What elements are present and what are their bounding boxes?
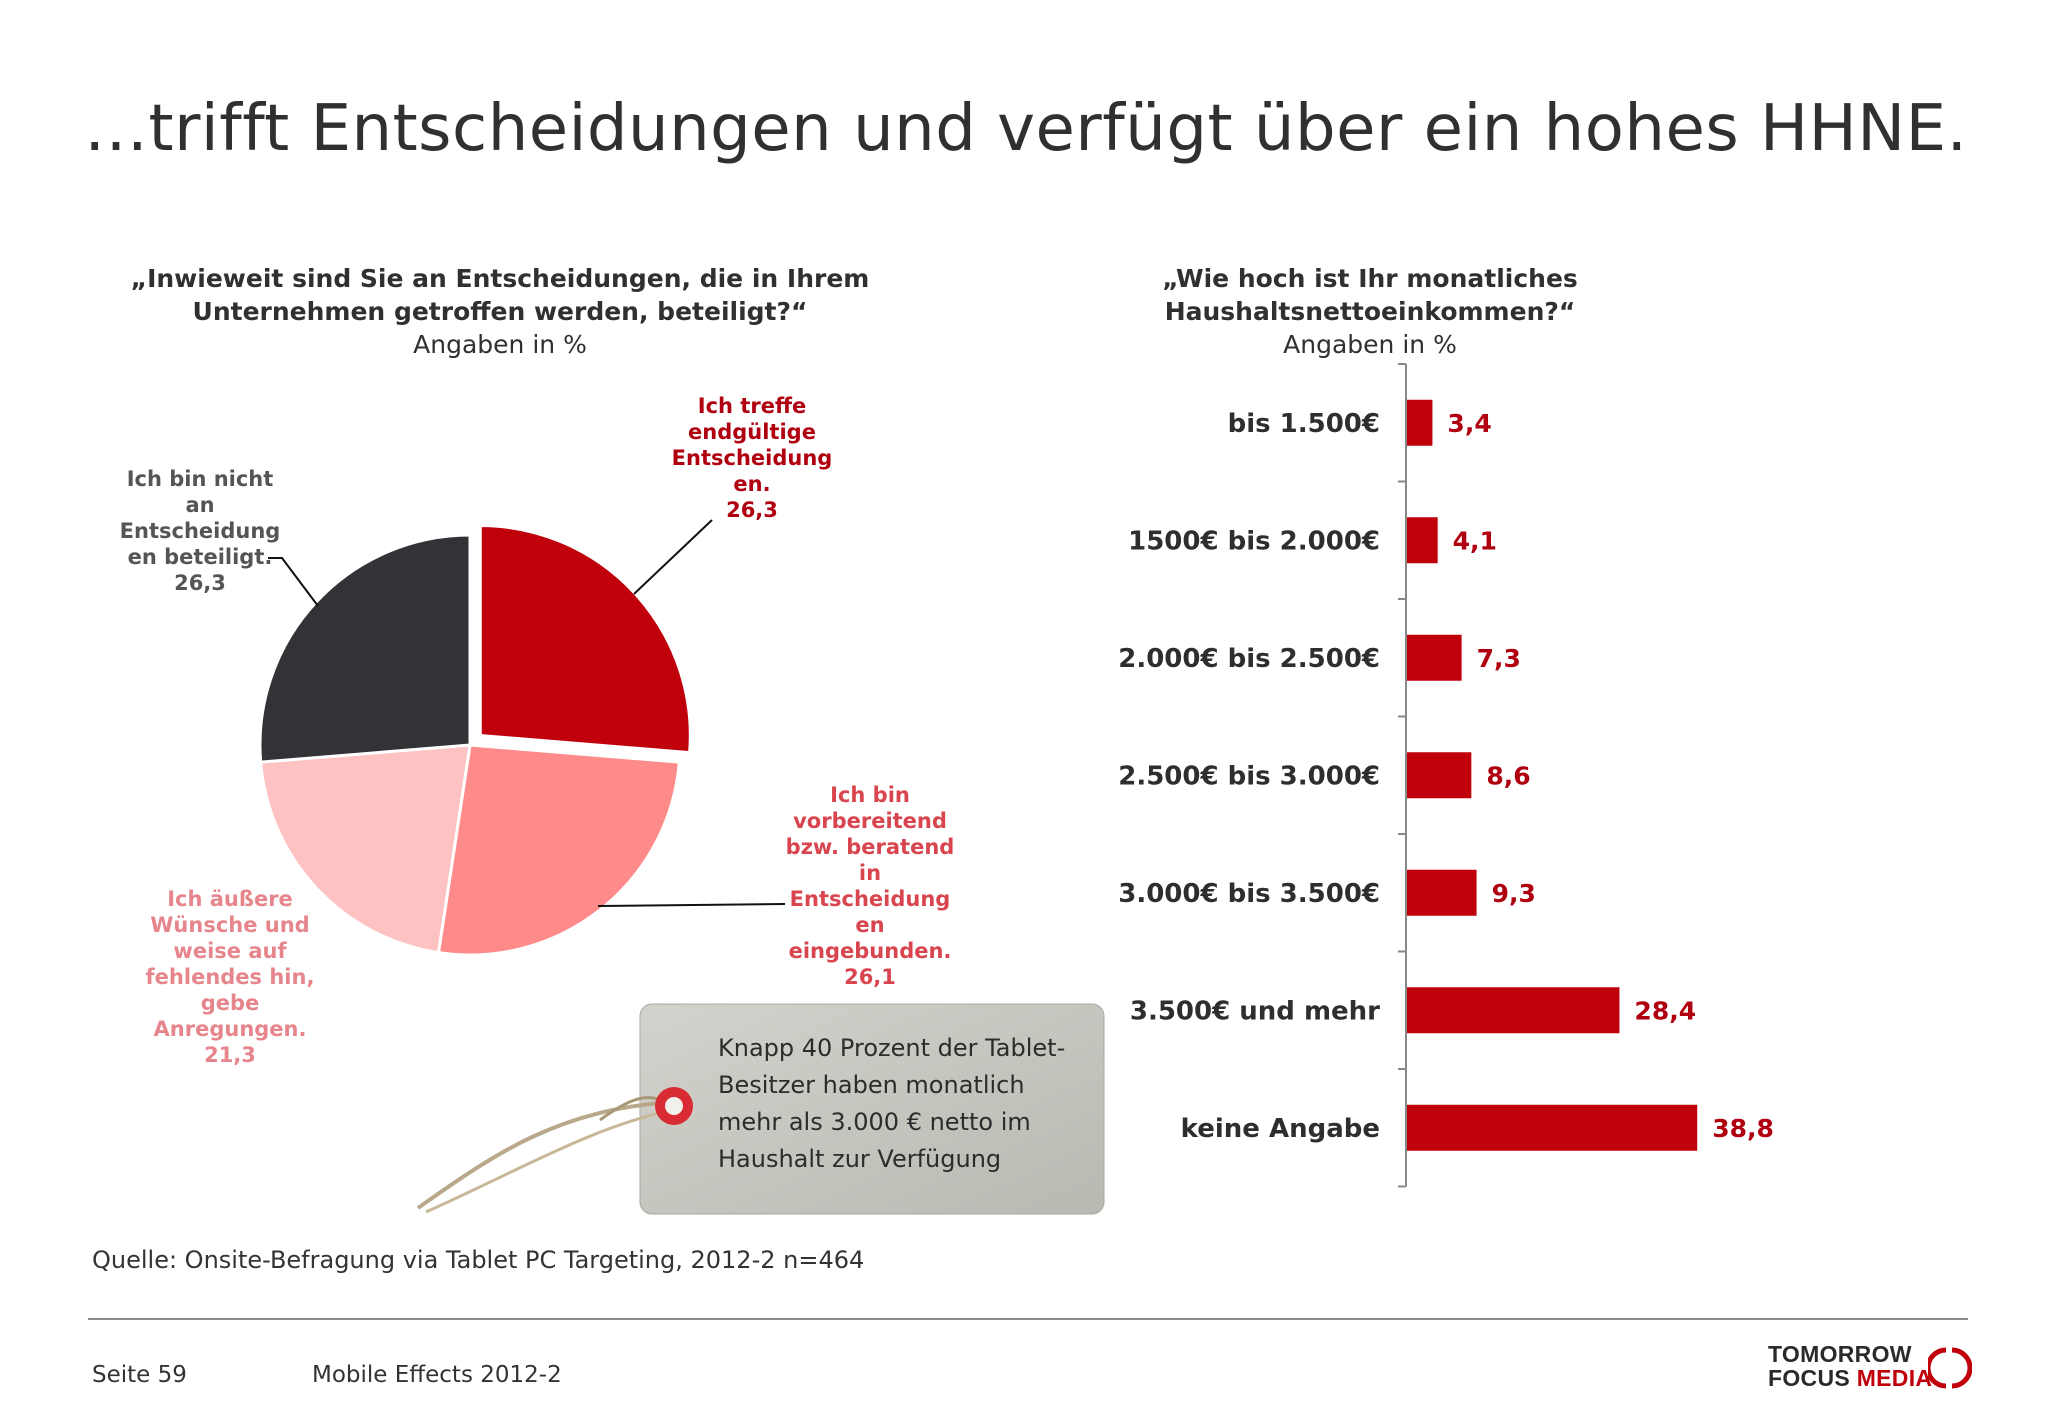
bar-question: „Wie hoch ist Ihr monatliches Haushaltsn… (1060, 262, 1680, 361)
bar-category-label: 2.000€ bis 2.500€ (1118, 644, 1380, 674)
bar-value-label: 4,1 (1453, 526, 1497, 555)
label-advisory-line: in (859, 861, 881, 885)
label-final-decision: Ich treffe endgültige Entscheidung en. 26,3 (672, 394, 833, 522)
tag-note-line: mehr als 3.000 € netto im (718, 1108, 1031, 1136)
label-not-involved: Ich bin nicht an Entscheidung en beteiligt.… (120, 467, 281, 595)
label-final-decision-line: 26,3 (726, 498, 778, 522)
label-not-involved-line: 26,3 (174, 571, 226, 595)
label-advisory: Ich bin vorbereitend bzw. beratend in Entsch… (786, 783, 955, 989)
bar-value-label: 28,4 (1634, 996, 1696, 1025)
footer-divider (88, 1318, 1968, 1320)
bar-question-line1: „Wie hoch ist Ihr monatliches (1162, 264, 1578, 293)
leader-line (597, 903, 786, 907)
tag-note: Knapp 40 Prozent der Tablet- Besitzer ha… (718, 1030, 1098, 1178)
income-bar (1407, 634, 1462, 681)
label-not-involved-line: Ich bin nicht (127, 467, 274, 491)
income-bar (1407, 752, 1472, 799)
label-suggestions: Ich äußere Wünsche und weise auf fehlendes … (146, 887, 315, 1067)
label-suggestions-line: gebe (201, 991, 260, 1015)
label-final-decision-line: Ich treffe (698, 394, 806, 418)
bar-unit: Angaben in % (1283, 330, 1457, 359)
income-bar (1407, 869, 1477, 916)
bar-value-label: 3,4 (1447, 409, 1491, 438)
bar-value-label: 38,8 (1712, 1114, 1774, 1143)
label-advisory-line: bzw. beratend (786, 835, 955, 859)
pie-slice-final-decision (478, 524, 692, 755)
source-note: Quelle: Onsite-Befragung via Tablet PC T… (92, 1246, 865, 1274)
label-advisory-line: Entscheidung (790, 887, 951, 911)
label-not-involved-line: Entscheidung (120, 519, 281, 543)
pie-chart: Ich treffe endgültige Entscheidung en. 26,3I… (120, 394, 955, 1067)
income-bar (1407, 1104, 1698, 1151)
label-suggestions-line: weise auf (173, 939, 287, 963)
label-advisory-line: en (855, 913, 884, 937)
logo-focus: FOCUS (1768, 1365, 1850, 1391)
pie-slice-advisory (436, 743, 681, 957)
label-not-involved-line: an (185, 493, 214, 517)
pie-question-line2: Unternehmen getroffen werden, beteiligt?… (192, 297, 808, 326)
label-suggestions-line: Wünsche und (150, 913, 309, 937)
page-title: …trifft Entscheidungen und verfügt über … (84, 92, 1968, 166)
tomorrow-focus-media-logo: TOMORROW FOCUS MEDIA (1768, 1342, 1978, 1394)
leader-line (633, 519, 713, 595)
pie-question-line1: „Inwieweit sind Sie an Entscheidungen, d… (130, 264, 870, 293)
tag-note-line: Knapp 40 Prozent der Tablet- (718, 1034, 1066, 1062)
leader-line (268, 557, 319, 607)
label-advisory-line: Ich bin (830, 783, 910, 807)
logo-ring-icon (1928, 1347, 1972, 1389)
logo-line2: FOCUS MEDIA (1768, 1366, 1932, 1390)
label-suggestions-line: Anregungen. (154, 1017, 307, 1041)
income-bar (1407, 987, 1620, 1034)
bar-value-label: 8,6 (1486, 761, 1530, 790)
bar-value-label: 9,3 (1492, 879, 1536, 908)
pie-question: „Inwieweit sind Sie an Entscheidungen, d… (80, 262, 920, 361)
bar-category-label: bis 1.500€ (1228, 409, 1380, 439)
page-number: Seite 59 (92, 1362, 187, 1388)
bar-category-label: 2.500€ bis 3.000€ (1118, 761, 1380, 791)
tag-note-line: Besitzer haben monatlich (718, 1071, 1025, 1099)
footer-doc-title: Mobile Effects 2012-2 (312, 1362, 562, 1388)
income-bar (1407, 399, 1433, 446)
bar-value-label: 7,3 (1477, 644, 1521, 673)
tag-note-line: Haushalt zur Verfügung (718, 1145, 1002, 1173)
label-suggestions-line: Ich äußere (167, 887, 293, 911)
bar-category-label: 1500€ bis 2.000€ (1128, 526, 1380, 556)
label-suggestions-line: 21,3 (204, 1043, 256, 1067)
bar-category-label: keine Angabe (1181, 1114, 1380, 1144)
pie-slice-suggestions (259, 743, 472, 955)
label-advisory-line: vorbereitend (793, 809, 947, 833)
label-final-decision-line: en. (733, 472, 770, 496)
label-final-decision-line: Entscheidung (672, 446, 833, 470)
bar-category-label: 3.000€ bis 3.500€ (1118, 879, 1380, 909)
label-advisory-line: eingebunden. (789, 939, 952, 963)
logo-media: MEDIA (1856, 1365, 1933, 1391)
bar-question-line2: Haushaltsnettoeinkommen?“ (1164, 297, 1576, 326)
logo-line1: TOMORROW (1768, 1341, 1912, 1367)
income-bar (1407, 517, 1438, 564)
label-not-involved-line: en beteiligt. (128, 545, 273, 569)
price-tag-icon (416, 1003, 1105, 1215)
bar-chart: bis 1.500€ 3,4 1500€ bis 2.000€ 4,1 2.000€ b… (1118, 363, 1774, 1188)
label-advisory-line: 26,1 (844, 965, 896, 989)
bar-category-label: 3.500€ und mehr (1130, 996, 1380, 1026)
label-final-decision-line: endgültige (688, 420, 816, 444)
pie-unit: Angaben in % (413, 330, 587, 359)
label-suggestions-line: fehlendes hin, (146, 965, 315, 989)
